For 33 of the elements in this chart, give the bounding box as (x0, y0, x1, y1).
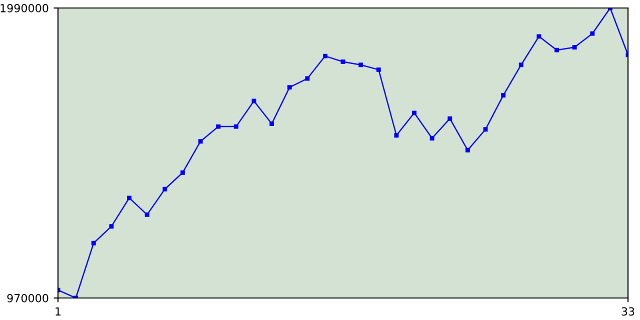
point (322, 54, 328, 58)
point (483, 127, 488, 132)
point (412, 110, 416, 116)
point (430, 136, 434, 140)
y-tick-label: 970000 (7, 294, 48, 302)
point (270, 121, 274, 126)
point (501, 93, 506, 98)
point (518, 62, 524, 68)
point (234, 124, 238, 129)
x-tick-label: 33 (622, 307, 634, 316)
x-tick-label: 1 (56, 307, 61, 316)
point (394, 133, 399, 138)
point (448, 116, 452, 121)
point (536, 34, 542, 39)
point (252, 98, 256, 104)
point (554, 48, 559, 52)
point (340, 60, 346, 64)
point (590, 31, 595, 36)
point (572, 45, 577, 50)
point (109, 224, 114, 229)
point (180, 170, 185, 175)
point (144, 212, 150, 217)
point (198, 139, 203, 144)
point (287, 85, 292, 90)
point (305, 76, 310, 81)
y-tick-label: 1990000 (0, 4, 48, 12)
point (465, 148, 470, 152)
point (91, 240, 96, 246)
point (216, 124, 221, 129)
point (376, 67, 381, 72)
point (127, 196, 132, 200)
point (162, 186, 168, 192)
point (358, 62, 364, 68)
